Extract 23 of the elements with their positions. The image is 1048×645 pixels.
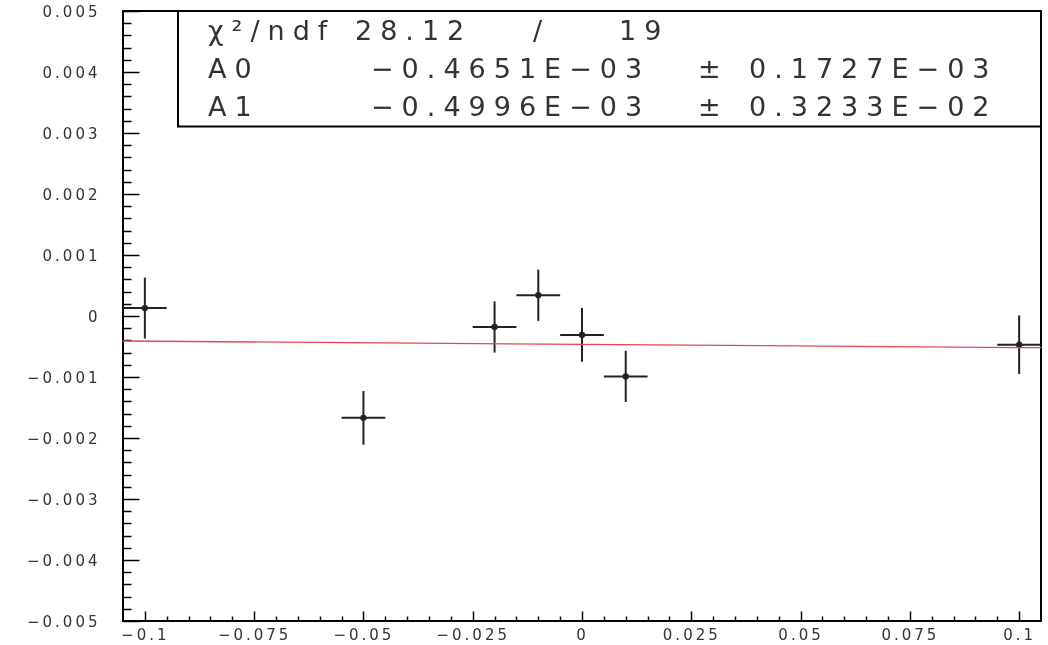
- y-tick-label: 0.001: [42, 246, 101, 265]
- x-tick-label: 0: [576, 625, 589, 644]
- x-tick-label: 0.075: [881, 625, 940, 644]
- text: χ²/ndf 28.12 / 19: [208, 15, 670, 46]
- x-tick-label: −0.025: [436, 625, 510, 644]
- y-tick-label: −0.002: [26, 429, 101, 448]
- text: A1 −0.4996E−03 ± 0.3233E−02: [208, 91, 998, 122]
- x-tick-label: 0.025: [662, 625, 721, 644]
- text: A0 −0.4651E−03 ± 0.1727E−03: [208, 53, 998, 84]
- y-tick-label: 0.002: [42, 185, 101, 204]
- y-tick-label: −0.004: [26, 551, 101, 570]
- y-tick-label: −0.005: [26, 612, 101, 631]
- x-tick-label: −0.1: [121, 625, 170, 644]
- y-tick-label: 0.005: [42, 2, 101, 21]
- y-tick-label: 0.003: [42, 124, 101, 143]
- x-tick-label: −0.05: [333, 625, 395, 644]
- y-tick-label: 0.004: [42, 63, 101, 82]
- x-tick-label: 0.1: [1003, 625, 1037, 644]
- y-tick-label: 0: [87, 307, 101, 326]
- y-tick-label: −0.003: [26, 490, 101, 509]
- x-tick-label: −0.075: [217, 625, 292, 644]
- y-tick-label: −0.001: [26, 368, 101, 387]
- x-tick-label: 0.05: [778, 625, 824, 644]
